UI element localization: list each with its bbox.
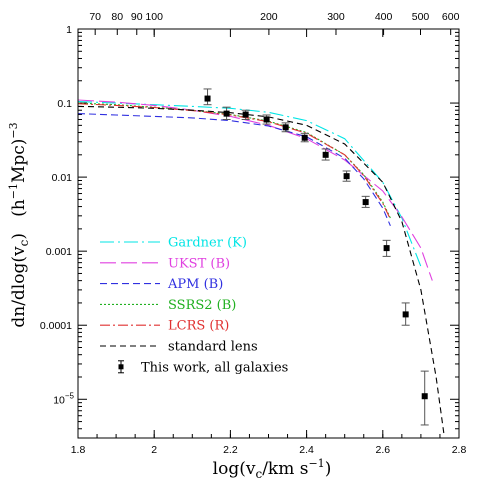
x-tick-label: 2.2 (223, 444, 238, 456)
y-axis-title: dn/dlog(vc) (h−1Mpc)−3 (7, 122, 31, 327)
x-axis-ticks: 1.8 2 2.2 2.4 2.6 2.8 (71, 29, 467, 456)
top-tick-label: 400 (375, 11, 393, 23)
y-tick-label: 0.1 (57, 98, 72, 110)
y-tick-label: 0.001 (46, 246, 72, 258)
x-tick-label: 2.4 (299, 444, 314, 456)
top-tick-label: 90 (131, 11, 143, 23)
top-tick-label: 600 (442, 11, 460, 23)
legend-label: standard lens (168, 340, 258, 355)
x-tick-label: 2.6 (375, 444, 390, 456)
data-points (203, 88, 429, 426)
x-tick-label: 2.8 (452, 444, 467, 456)
y-axis-ticks: 1 0.1 0.01 0.001 0.0001 10−5 (40, 24, 459, 439)
top-tick-label: 70 (89, 11, 101, 23)
top-tick-label: 300 (327, 11, 345, 23)
x-tick-label: 1.8 (71, 444, 86, 456)
data-point (242, 111, 249, 118)
plot-frame (77, 28, 460, 439)
legend-label: UKST (B) (168, 256, 230, 271)
data-point (204, 95, 211, 102)
series-line-apm-b (77, 113, 391, 227)
series-line-lcrs-r (77, 103, 391, 220)
data-point (402, 311, 409, 318)
top-tick-label: 500 (412, 11, 430, 23)
top-tick-label: 200 (260, 11, 278, 23)
x-tick-label: 2 (151, 444, 157, 456)
y-tick-label: 0.01 (52, 172, 73, 184)
data-point (282, 124, 289, 131)
legend-label: APM (B) (167, 277, 223, 292)
legend-marker (118, 364, 124, 370)
data-point (343, 173, 350, 180)
legend-label: LCRS (R) (168, 319, 229, 334)
data-point (362, 199, 369, 206)
series-line-standard-lens (77, 105, 445, 434)
legend-label: SSRS2 (B) (168, 298, 236, 313)
legend-label: This work, all galaxies (141, 360, 288, 375)
top-tick-label: 100 (145, 11, 163, 23)
y-tick-label: 0.0001 (40, 320, 72, 332)
series-line-gardner-k (77, 100, 422, 267)
data-point (263, 116, 270, 123)
y-tick-label: 1 (66, 24, 72, 36)
data-point (421, 393, 428, 400)
x-axis-title: log(vc/km s−1) (213, 457, 332, 481)
data-point (383, 245, 390, 252)
y-tick-label: 10−5 (53, 391, 74, 406)
data-point (322, 151, 329, 158)
top-tick-label: 80 (111, 11, 123, 23)
data-point (301, 134, 308, 141)
legend-label: Gardner (K) (168, 236, 247, 251)
top-axis-ticks: 70 80 90 100 200 300 400 500 600 (89, 11, 460, 35)
data-point (223, 110, 230, 117)
legend: Gardner (K) UKST (B) APM (B) SSRS2 (B) LCRS … (100, 236, 288, 375)
